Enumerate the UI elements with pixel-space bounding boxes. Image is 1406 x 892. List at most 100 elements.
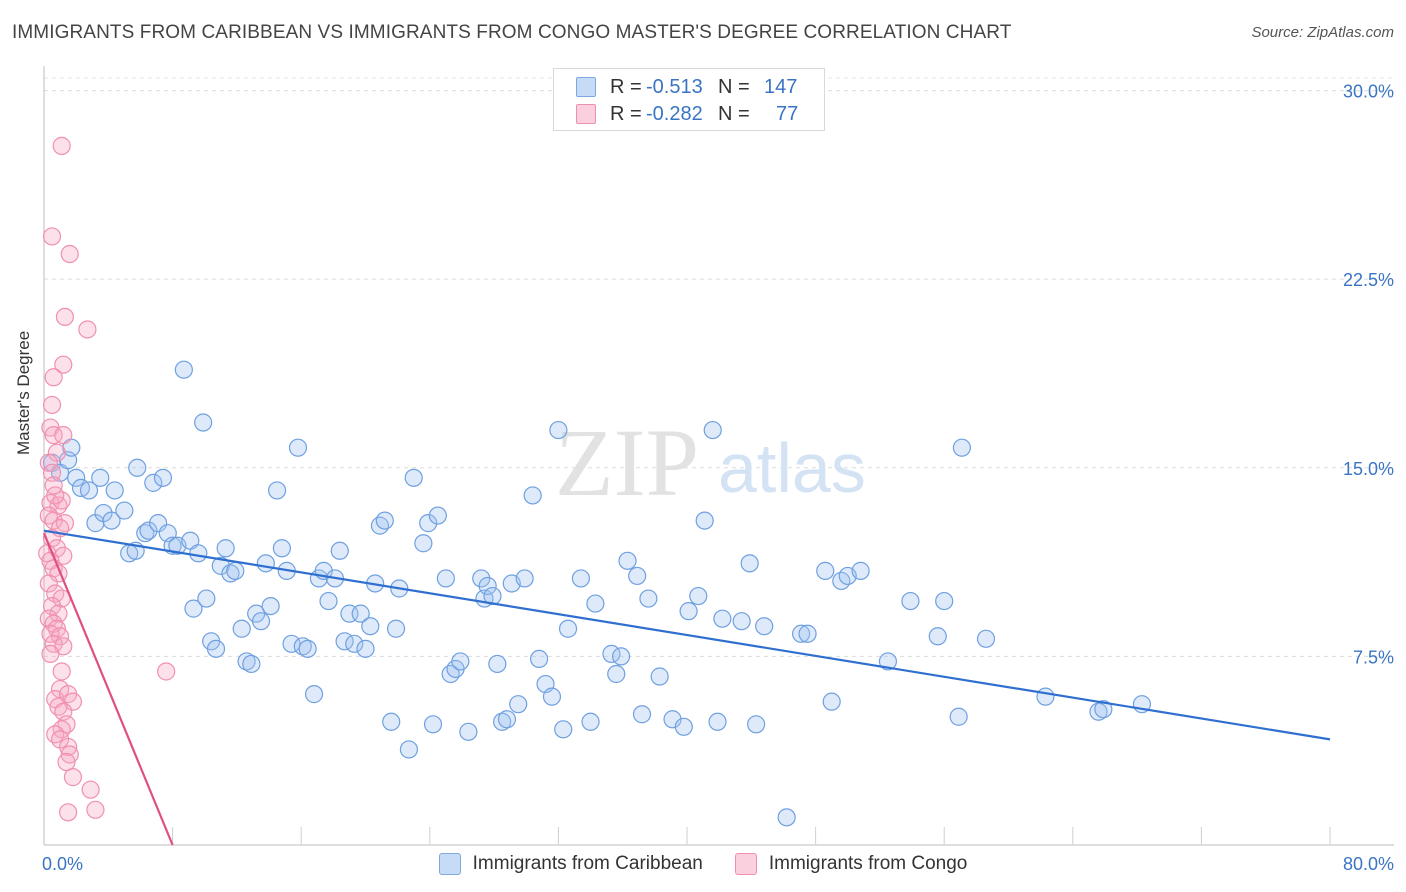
congo-point-12 — [39, 453, 58, 472]
congo-point-60 — [59, 803, 78, 822]
caribbean-point-88 — [515, 569, 534, 588]
swatch-congo — [576, 104, 596, 124]
caribbean-point-96 — [571, 569, 591, 588]
caribbean-point-79 — [472, 569, 491, 588]
congo-point-7 — [42, 395, 62, 415]
caribbean-point-127 — [878, 652, 898, 671]
caribbean-point-73 — [428, 506, 447, 525]
caribbean-point-28 — [194, 413, 213, 432]
congo-trend-line — [42, 532, 174, 846]
caribbean-point-120 — [792, 624, 811, 643]
caribbean-point-55 — [330, 541, 349, 560]
caribbean-point-48 — [293, 637, 312, 656]
congo-point-34 — [49, 604, 68, 623]
congo-point-39 — [50, 627, 70, 646]
congo-point-4 — [78, 320, 97, 339]
watermark-atlas: atlas — [718, 429, 866, 507]
caribbean-point-117 — [747, 715, 766, 734]
caribbean-point-114 — [713, 609, 732, 628]
caribbean-point-135 — [1089, 702, 1108, 721]
congo-point-57 — [57, 752, 76, 772]
caribbean-point-129 — [928, 627, 947, 646]
caribbean-point-128 — [901, 591, 920, 611]
caribbean-point-89 — [523, 486, 542, 505]
legend-item-congo[interactable]: Immigrants from Congo — [734, 853, 967, 875]
caribbean-point-40 — [251, 612, 271, 631]
caribbean-point-121 — [798, 624, 817, 643]
caribbean-point-11 — [105, 481, 124, 500]
caribbean-point-32 — [211, 556, 230, 575]
caribbean-point-115 — [732, 612, 751, 631]
n-value: 147 — [764, 75, 798, 98]
y-tick-label-0: 7.5% — [1353, 647, 1394, 667]
congo-point-21 — [55, 514, 74, 533]
congo-point-58 — [63, 768, 83, 787]
caribbean-point-68 — [399, 740, 419, 759]
caribbean-point-15 — [128, 458, 147, 477]
congo-point-19 — [39, 506, 58, 525]
congo-point-9 — [44, 425, 63, 445]
congo-point-59 — [81, 780, 100, 799]
caribbean-point-37 — [237, 652, 256, 671]
congo-point-5 — [54, 355, 73, 374]
congo-point-18 — [46, 486, 65, 505]
caribbean-point-100 — [607, 664, 626, 684]
caribbean-point-64 — [375, 511, 394, 530]
swatch-caribbean — [576, 77, 596, 97]
x-tick-label-1: 80.0% — [1343, 854, 1394, 874]
caribbean-point-38 — [242, 654, 261, 674]
caribbean-point-36 — [232, 619, 251, 638]
congo-point-6 — [44, 368, 63, 387]
caribbean-point-85 — [497, 710, 517, 729]
caribbean-point-98 — [586, 594, 605, 613]
caribbean-point-122 — [816, 561, 835, 580]
caribbean-point-4 — [67, 468, 86, 487]
caribbean-trend-line — [43, 529, 1331, 741]
y-tick-label-3: 30.0% — [1343, 82, 1394, 102]
caribbean-point-6 — [79, 481, 99, 500]
caribbean-point-42 — [261, 596, 280, 616]
congo-point-49 — [49, 697, 68, 716]
caribbean-point-24 — [174, 360, 193, 379]
r-value: -0.282 — [646, 102, 703, 125]
caribbean-point-78 — [459, 722, 478, 741]
congo-point-42 — [41, 644, 60, 663]
caribbean-point-33 — [216, 539, 235, 558]
congo-point-55 — [59, 737, 78, 757]
caribbean-point-113 — [708, 712, 727, 731]
caribbean-point-31 — [206, 639, 226, 658]
congo-point-43 — [52, 662, 71, 681]
congo-point-20 — [44, 511, 63, 530]
caribbean-point-133 — [976, 629, 996, 648]
congo-point-61 — [86, 800, 105, 819]
caribbean-point-10 — [102, 511, 121, 530]
caribbean-point-53 — [319, 591, 338, 611]
caribbean-point-93 — [549, 420, 568, 440]
n-label: N = — [718, 75, 750, 98]
caribbean-point-108 — [674, 717, 693, 736]
caribbean-point-44 — [272, 539, 292, 558]
caribbean-point-92 — [542, 687, 562, 706]
caribbean-point-35 — [226, 561, 245, 580]
caribbean-point-94 — [554, 720, 573, 739]
caribbean-point-95 — [558, 619, 578, 638]
legend-item-caribbean[interactable]: Immigrants from Caribbean — [438, 853, 703, 875]
congo-point-2 — [60, 244, 79, 264]
series-legend: Immigrants from Caribbean Immigrants fro… — [0, 850, 1406, 878]
caribbean-point-26 — [184, 599, 203, 618]
caribbean-point-66 — [386, 619, 406, 638]
swatch-caribbean — [438, 853, 461, 875]
caribbean-point-126 — [851, 561, 870, 580]
r-label: R = — [610, 75, 642, 98]
trend-lines — [42, 529, 1331, 846]
stats-legend: R = -0.513 N = 147 R = -0.282 N = 77 — [553, 68, 825, 131]
caribbean-point-50 — [304, 685, 324, 704]
caribbean-point-118 — [755, 617, 774, 636]
caribbean-point-47 — [288, 438, 308, 457]
caribbean-point-27 — [189, 544, 208, 563]
chart-title: IMMIGRANTS FROM CARIBBEAN VS IMMIGRANTS … — [12, 22, 1012, 43]
caribbean-point-75 — [441, 664, 460, 684]
caribbean-point-97 — [581, 712, 600, 731]
caribbean-point-116 — [740, 554, 759, 573]
caribbean-point-17 — [139, 521, 158, 540]
